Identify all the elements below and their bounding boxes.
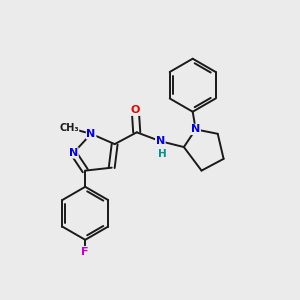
- Text: O: O: [130, 105, 140, 115]
- Text: N: N: [191, 124, 200, 134]
- Text: CH₃: CH₃: [59, 123, 79, 133]
- Text: N: N: [156, 136, 165, 146]
- Text: H: H: [158, 148, 167, 158]
- Text: N: N: [86, 129, 96, 139]
- Text: N: N: [69, 148, 78, 158]
- Text: F: F: [82, 247, 89, 256]
